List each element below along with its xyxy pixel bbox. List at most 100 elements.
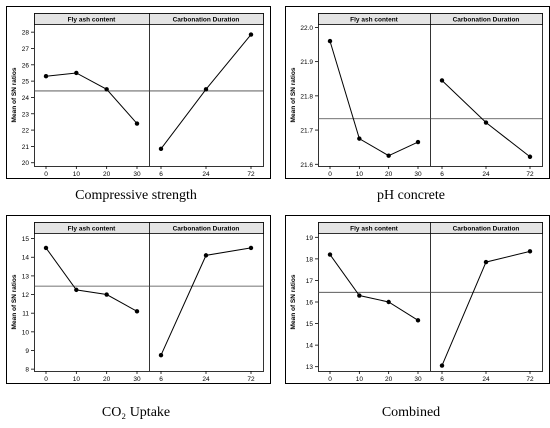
x-tick-label: 10 [73,376,81,383]
y-tick-label: 14 [306,343,314,350]
data-point [357,136,362,141]
data-point [43,74,49,79]
panel-title: Fly ash content [68,226,117,233]
data-point [439,363,445,368]
x-tick-label: 30 [414,171,422,178]
y-axis-label: Mean of SN ratios [290,67,297,122]
series-line [160,247,252,356]
panel-title: Carbonation Duration [173,17,240,24]
panel-header-strip [34,13,264,25]
x-tick-label: 0 [328,376,332,383]
x-tick-label: 6 [159,376,163,383]
y-tick-label: 21.9 [300,59,313,66]
data-point [203,87,209,92]
data-point [248,245,254,251]
x-tick-label: 24 [482,171,490,178]
y-tick-label: 13 [22,273,30,280]
chart-caption: Combined [382,405,440,420]
y-tick-label: 11 [22,311,29,318]
x-tick-label: 6 [159,171,163,178]
chart-3: 13 14 15 16 17 18 19 Mean of SN ratios Fly ash c… [285,215,550,420]
panel-title: Fly ash content [350,17,399,24]
panel-title: Carbonation Duration [453,226,520,233]
data-point [415,318,421,323]
y-tick-label: 8 [25,367,29,374]
plot-area [34,222,264,372]
y-tick-label: 18 [306,256,314,263]
data-point [203,253,209,258]
chart-caption: CO₂ Uptake [102,405,170,420]
panel-title: Fly ash content [350,226,399,233]
x-tick-label: 72 [247,171,255,178]
x-tick-label: 10 [356,171,364,178]
x-tick-label: 6 [440,376,444,383]
chart-2: 8 9 10 11 12 13 14 15 Mean of SN ratios Fly ash c… [6,215,271,420]
panel-title: Carbonation Duration [173,226,240,233]
y-tick-label: 15 [306,321,314,328]
y-tick-label: 21.7 [300,128,313,135]
x-tick-label: 24 [202,171,210,178]
y-tick-label: 21.6 [300,162,313,169]
y-tick-label: 21.8 [300,93,313,100]
x-tick-label: 20 [385,171,393,178]
x-tick-label: 30 [133,171,141,178]
x-tick-label: 0 [328,171,332,178]
data-point [386,153,391,158]
y-axis-label: Mean of SN ratios [11,67,18,122]
y-tick-label: 22 [22,128,30,135]
x-tick-label: 6 [440,171,444,178]
y-axis-label: Mean of SN ratios [11,274,18,329]
x-tick-label: 10 [73,171,81,178]
data-point [74,70,79,76]
series-line [45,72,138,124]
y-tick-label: 21 [22,144,30,151]
series-line [160,34,252,150]
y-tick-label: 16 [306,300,314,307]
x-tick-label: 0 [44,376,48,383]
x-tick-label: 72 [526,171,534,178]
chart-frame [6,215,271,384]
x-tick-label: 20 [103,171,111,178]
x-tick-label: 30 [414,376,422,383]
y-tick-label: 28 [22,30,30,37]
data-point [386,299,391,305]
y-tick-label: 25 [22,79,30,86]
y-tick-label: 22.0 [300,25,313,32]
x-tick-label: 20 [103,376,111,383]
data-point [483,259,489,265]
data-point [104,87,109,92]
series-line [329,254,419,321]
series-line [45,247,138,312]
data-point [43,245,49,251]
data-point [104,292,109,297]
x-tick-label: 30 [133,376,141,383]
data-point [527,154,533,159]
data-point [134,309,140,314]
y-tick-label: 9 [25,348,29,355]
x-tick-label: 10 [356,376,364,383]
x-tick-label: 72 [526,376,534,383]
y-tick-label: 27 [22,46,30,53]
data-point [327,38,333,44]
panel-title: Carbonation Duration [453,17,520,24]
chart-caption: Compressive strength [75,188,197,203]
data-point [439,78,445,83]
chart-1: 21.6 21.7 21.8 21.9 22.0 Mean of SN ratios Fly… [285,6,550,203]
data-point [357,293,362,298]
panel-title: Fly ash content [68,17,117,24]
chart-caption: pH concrete [377,188,445,203]
data-point [134,121,140,126]
chart-frame [285,215,550,384]
panel-header-strip [34,222,264,234]
series-line [441,250,531,366]
data-point [248,32,254,37]
y-tick-label: 14 [22,255,30,262]
y-tick-label: 13 [306,364,314,371]
x-tick-label: 72 [247,376,255,383]
y-tick-label: 26 [22,62,30,69]
data-point [327,252,333,257]
x-tick-label: 20 [385,376,393,383]
data-point [483,120,489,125]
y-tick-label: 15 [22,236,30,243]
